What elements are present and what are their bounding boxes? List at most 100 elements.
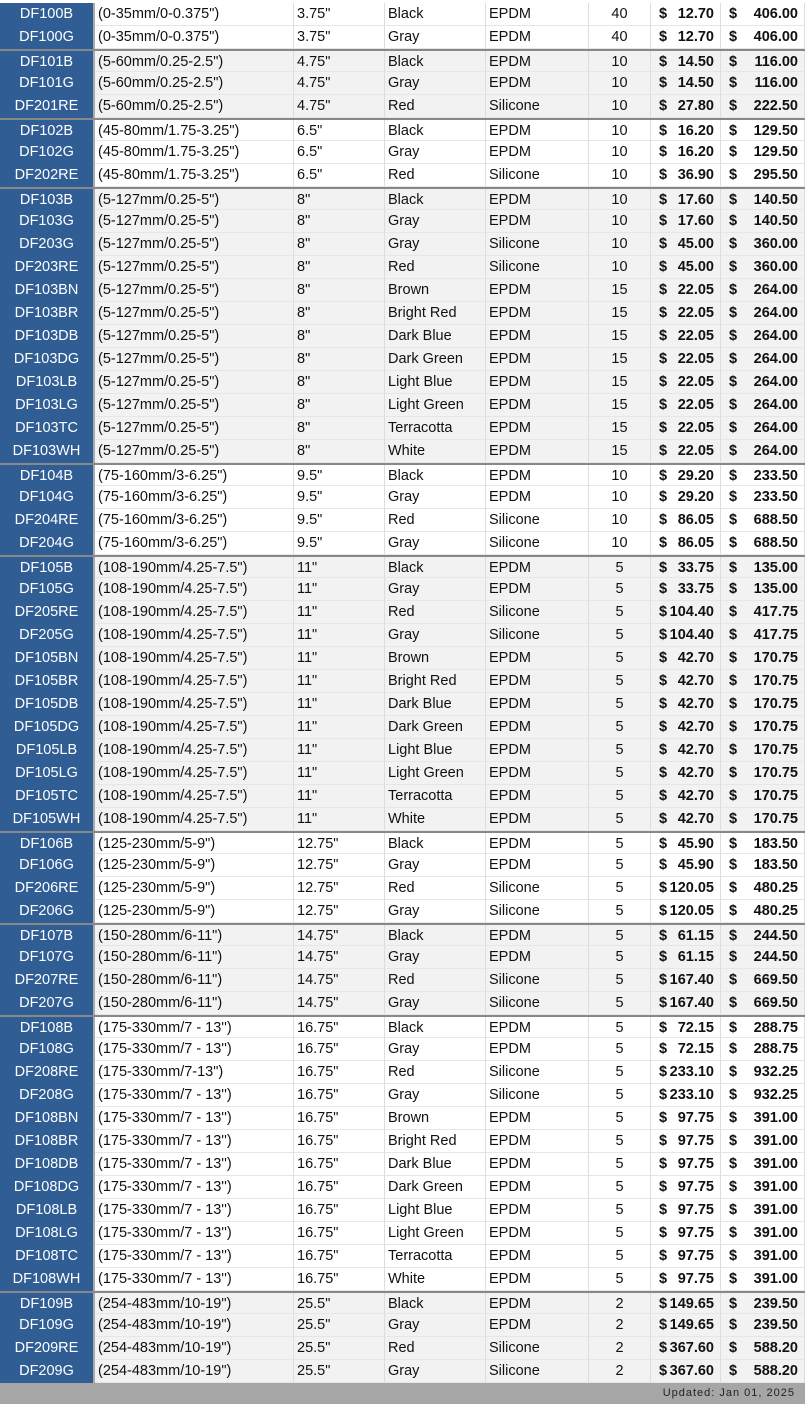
price-value: 22.05 [677, 282, 714, 298]
currency-symbol: $ [659, 1064, 668, 1080]
currency-symbol: $ [729, 123, 738, 139]
currency-symbol: $ [659, 144, 668, 160]
pack-qty-cell: 10 [589, 141, 651, 164]
currency-symbol: $ [659, 236, 668, 252]
length-cell: 9.5" [294, 465, 385, 486]
price-value: 170.75 [753, 719, 798, 735]
total-price-cell: $391.00 [721, 1176, 805, 1199]
currency-symbol: $ [729, 811, 738, 827]
table-row: DF108LB (175-330mm/7 - 13'') 16.75" Light B… [0, 1199, 805, 1222]
pack-qty-cell: 5 [589, 1222, 651, 1245]
part-number-cell: DF201RE [0, 95, 95, 118]
price-value: 14.50 [677, 75, 714, 91]
price-value: 86.05 [677, 535, 714, 551]
part-number-cell: DF106G [0, 854, 95, 877]
color-cell: Gray [385, 26, 486, 49]
total-price-cell: $264.00 [721, 279, 805, 302]
pack-qty-cell: 5 [589, 693, 651, 716]
size-range-cell: (254-483mm/10-19") [95, 1360, 294, 1383]
color-cell: White [385, 440, 486, 463]
length-cell: 16.75" [294, 1038, 385, 1061]
price-value: 97.75 [677, 1248, 714, 1264]
currency-symbol: $ [729, 305, 738, 321]
price-value: 170.75 [753, 742, 798, 758]
part-number-cell: DF104B [0, 465, 95, 486]
length-cell: 3.75" [294, 26, 385, 49]
currency-symbol: $ [729, 581, 738, 597]
part-number-cell: DF103BR [0, 302, 95, 325]
currency-symbol: $ [659, 857, 668, 873]
size-range-cell: (5-60mm/0.25-2.5") [95, 51, 294, 72]
pack-qty-cell: 5 [589, 1061, 651, 1084]
color-cell: Gray [385, 578, 486, 601]
color-cell: Black [385, 833, 486, 854]
total-price-cell: $116.00 [721, 51, 805, 72]
length-cell: 8" [294, 302, 385, 325]
material-cell: Silicone [486, 532, 589, 555]
size-range-cell: (5-127mm/0.25-5") [95, 440, 294, 463]
currency-symbol: $ [659, 1133, 668, 1149]
length-cell: 14.75" [294, 992, 385, 1015]
unit-price-cell: $17.60 [651, 189, 721, 210]
pack-qty-cell: 10 [589, 256, 651, 279]
price-value: 36.90 [677, 167, 714, 183]
currency-symbol: $ [659, 374, 668, 390]
length-cell: 11" [294, 739, 385, 762]
price-value: 97.75 [677, 1202, 714, 1218]
currency-symbol: $ [729, 328, 738, 344]
price-value: 391.00 [753, 1133, 798, 1149]
pack-qty-cell: 10 [589, 72, 651, 95]
unit-price-cell: $12.70 [651, 3, 721, 26]
price-value: 264.00 [753, 397, 798, 413]
length-cell: 16.75" [294, 1245, 385, 1268]
currency-symbol: $ [659, 928, 668, 944]
unit-price-cell: $36.90 [651, 164, 721, 187]
color-cell: Black [385, 51, 486, 72]
material-cell: Silicone [486, 95, 589, 118]
color-cell: Terracotta [385, 785, 486, 808]
price-value: 12.70 [677, 29, 714, 45]
pack-qty-cell: 5 [589, 1199, 651, 1222]
unit-price-cell: $42.70 [651, 716, 721, 739]
price-value: 12.70 [677, 6, 714, 22]
length-cell: 11" [294, 578, 385, 601]
price-value: 22.05 [677, 443, 714, 459]
size-range-cell: (75-160mm/3-6.25") [95, 532, 294, 555]
unit-price-cell: $42.70 [651, 670, 721, 693]
total-price-cell: $932.25 [721, 1084, 805, 1107]
size-range-cell: (5-127mm/0.25-5") [95, 417, 294, 440]
material-cell: Silicone [486, 509, 589, 532]
price-value: 391.00 [753, 1156, 798, 1172]
pack-qty-cell: 5 [589, 601, 651, 624]
price-value: 264.00 [753, 305, 798, 321]
price-value: 104.40 [669, 604, 714, 620]
price-value: 167.40 [669, 995, 714, 1011]
color-cell: Black [385, 1293, 486, 1314]
table-row: DF102G (45-80mm/1.75-3.25") 6.5" Gray EPDM 10… [0, 141, 805, 164]
color-cell: Red [385, 969, 486, 992]
size-range-cell: (175-330mm/7 - 13'') [95, 1107, 294, 1130]
pack-qty-cell: 5 [589, 739, 651, 762]
price-value: 135.00 [753, 560, 798, 576]
material-cell: EPDM [486, 371, 589, 394]
table-row: DF103DB (5-127mm/0.25-5") 8" Dark Blue EPDM 1… [0, 325, 805, 348]
part-number-cell: DF105G [0, 578, 95, 601]
price-value: 45.90 [677, 836, 714, 852]
material-cell: EPDM [486, 1038, 589, 1061]
total-price-cell: $264.00 [721, 394, 805, 417]
price-value: 97.75 [677, 1110, 714, 1126]
material-cell: EPDM [486, 72, 589, 95]
currency-symbol: $ [729, 857, 738, 873]
part-number-cell: DF108LG [0, 1222, 95, 1245]
currency-symbol: $ [729, 995, 738, 1011]
material-cell: EPDM [486, 120, 589, 141]
currency-symbol: $ [659, 627, 668, 643]
part-number-cell: DF108DG [0, 1176, 95, 1199]
currency-symbol: $ [659, 673, 668, 689]
part-number-cell: DF206G [0, 900, 95, 923]
size-range-cell: (175-330mm/7 - 13'') [95, 1245, 294, 1268]
table-row: DF207RE (150-280mm/6-11") 14.75" Red Silicon… [0, 969, 805, 992]
price-value: 61.15 [677, 949, 714, 965]
unit-price-cell: $97.75 [651, 1153, 721, 1176]
size-range-cell: (108-190mm/4.25-7.5") [95, 785, 294, 808]
